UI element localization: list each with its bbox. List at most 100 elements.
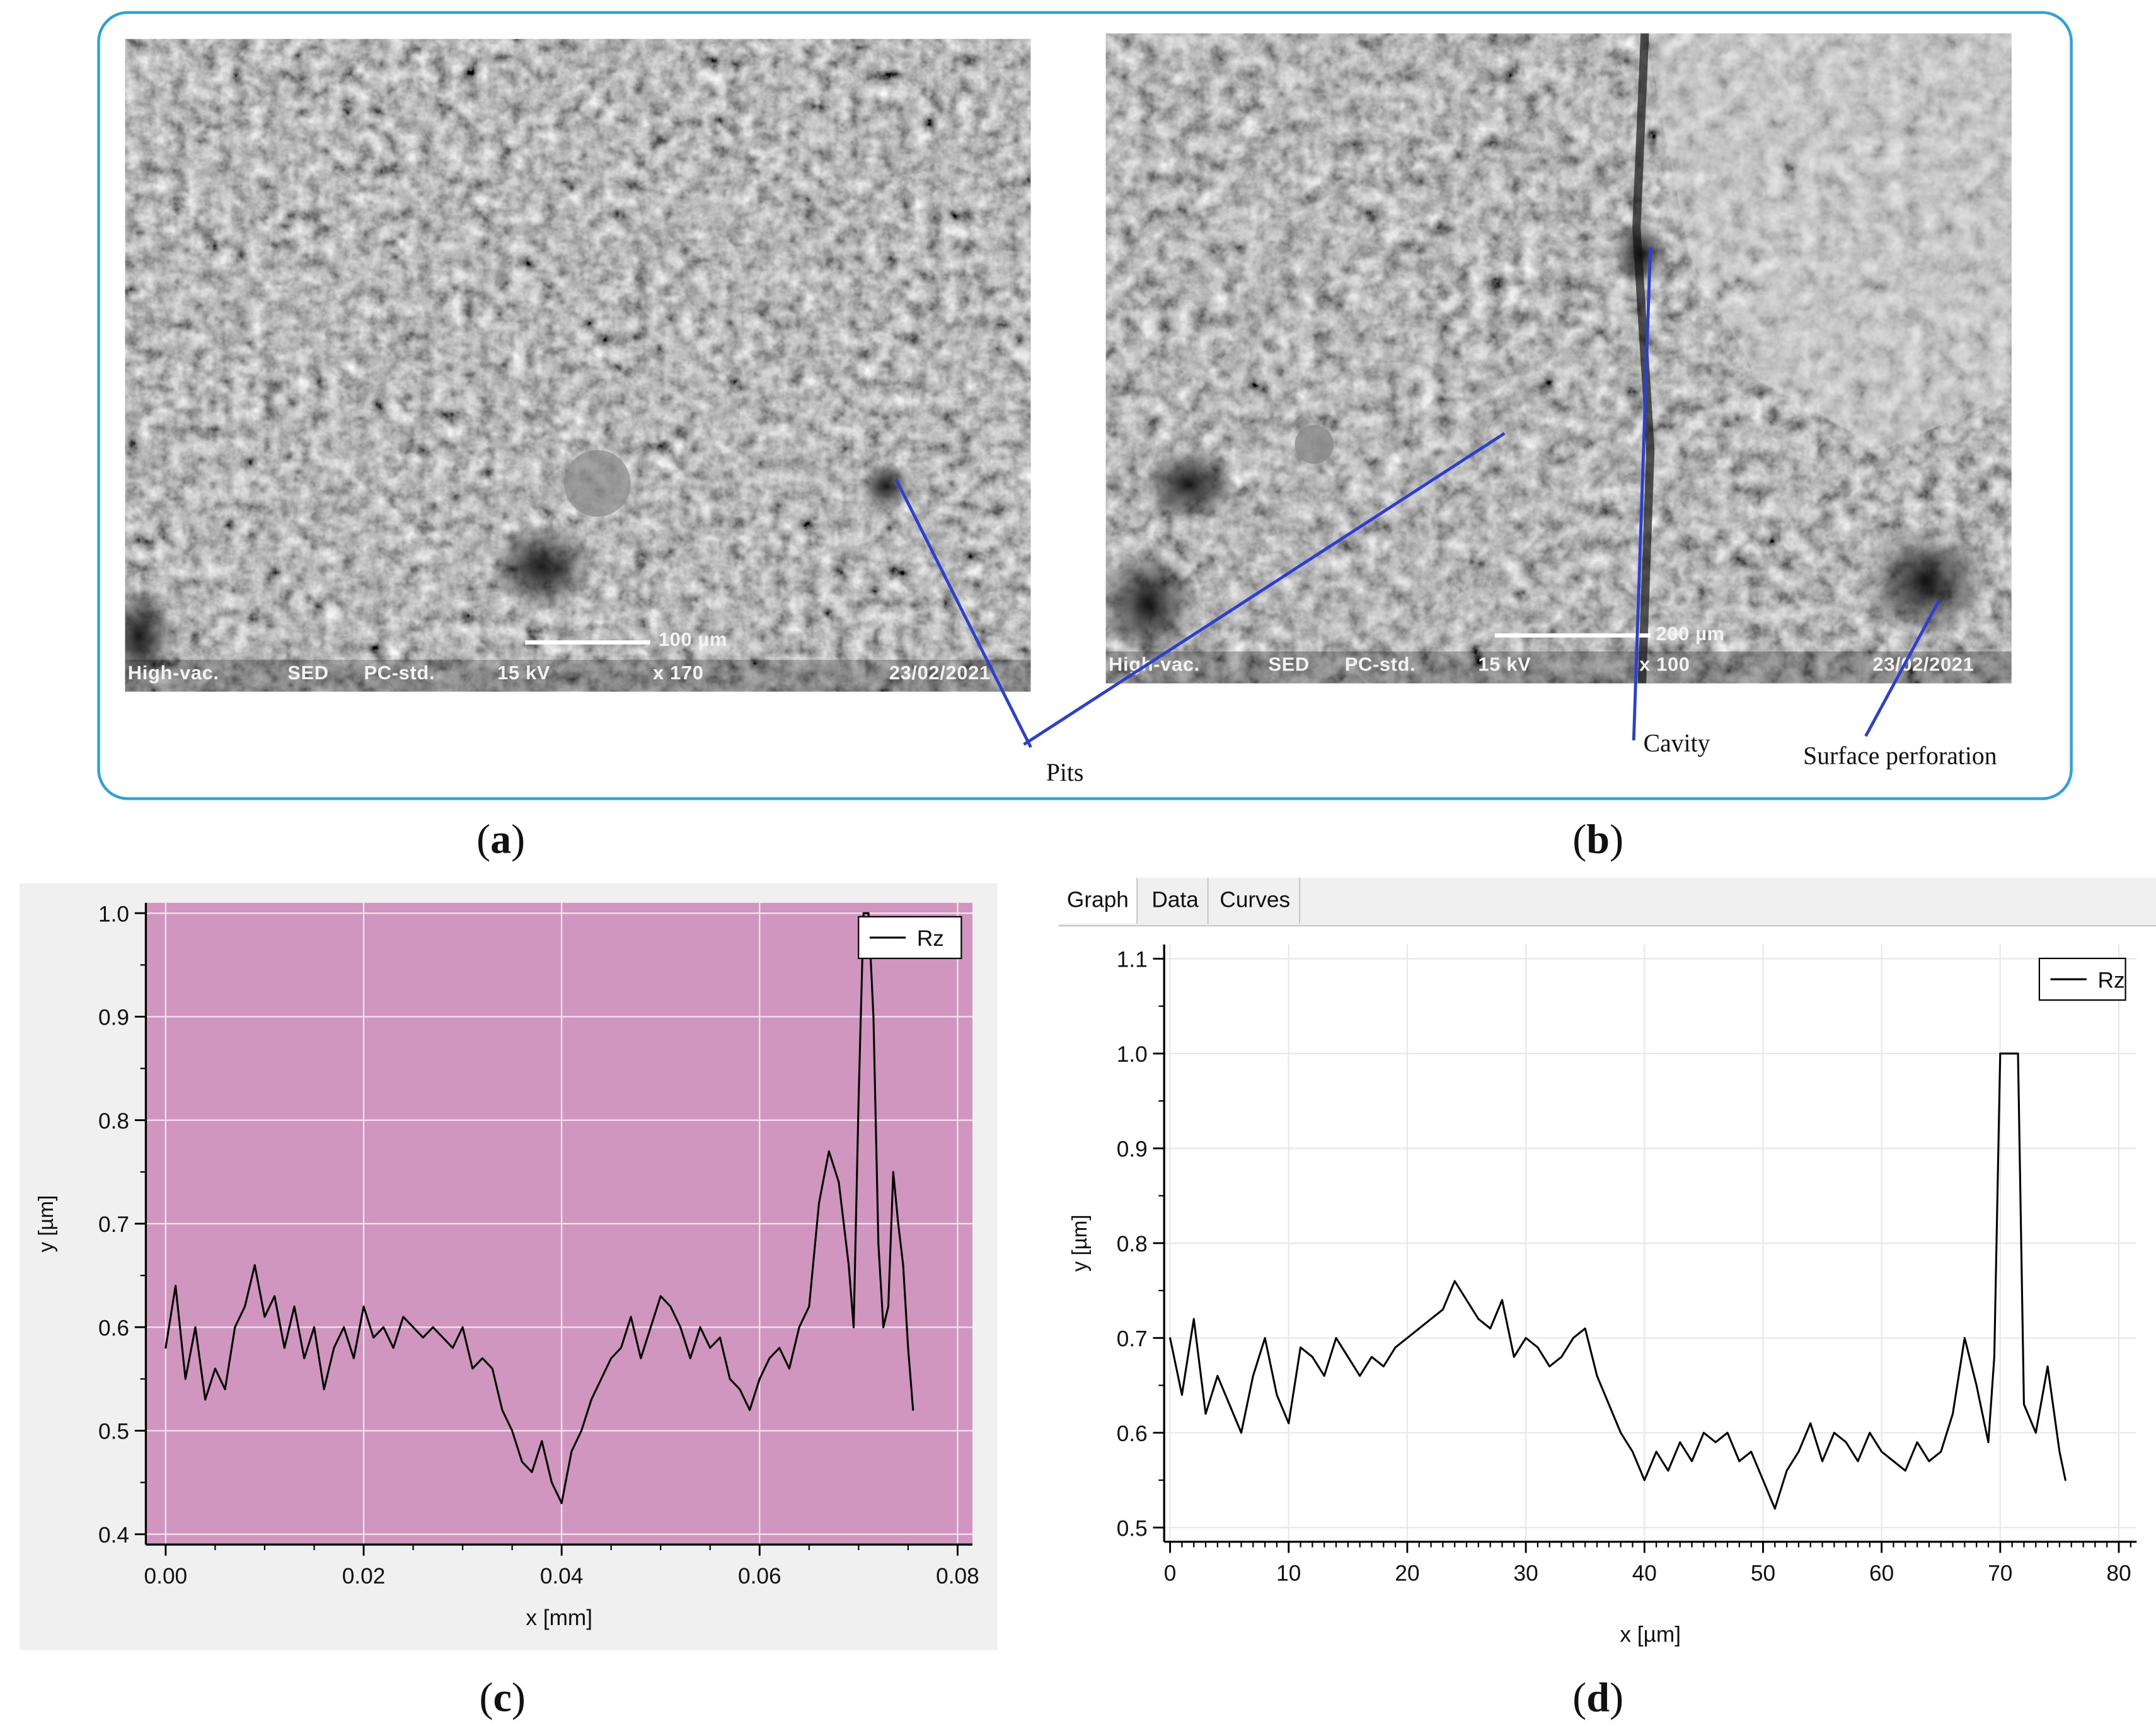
databar-magnification-a: x 170: [653, 661, 704, 684]
x-tick-label-d-1: 10: [1276, 1561, 1301, 1585]
callout-line-pit-b: [1023, 432, 1506, 746]
sem-texture-b: [1105, 33, 2012, 684]
data-point-c-75: [877, 1243, 880, 1246]
x-tick-label-d-6: 60: [1869, 1561, 1894, 1585]
tab-curves[interactable]: Curves: [1211, 878, 1300, 924]
data-point-c-31: [471, 1367, 474, 1370]
data-point-d-53: [1797, 1451, 1800, 1453]
data-point-c-12: [284, 1347, 285, 1349]
data-point-c-37: [531, 1471, 533, 1473]
callout-lines: [894, 247, 1941, 749]
data-point-c-28: [442, 1336, 444, 1338]
data-point-d-66: [1952, 1413, 1954, 1415]
databar-probe-a: PC-std.: [364, 661, 435, 684]
data-point-d-23: [1442, 1308, 1444, 1311]
x-tick-label-c-0: 0.00: [144, 1564, 188, 1589]
y-tick-label-c-2: 0.6: [98, 1316, 129, 1340]
data-point-d-35: [1584, 1327, 1586, 1330]
data-point-d-36: [1596, 1375, 1598, 1377]
data-point-c-29: [452, 1347, 454, 1349]
x-tick-label-c-4: 0.08: [936, 1564, 979, 1589]
sem-image-b: 200 µm High-vac. SED PC-std. 15 kV x 100…: [1105, 33, 2012, 684]
data-point-c-52: [679, 1326, 681, 1328]
databar-mode-a: High-vac.: [127, 661, 219, 684]
data-point-c-80: [902, 1264, 904, 1267]
data-point-d-58: [1857, 1460, 1859, 1463]
data-point-d-17: [1371, 1356, 1373, 1358]
data-point-c-7: [234, 1326, 236, 1328]
data-point-c-41: [570, 1451, 573, 1452]
data-point-d-34: [1572, 1336, 1574, 1339]
data-point-d-20: [1406, 1336, 1409, 1339]
tab-graph[interactable]: Graph: [1058, 878, 1139, 924]
panel-label-b: (b): [1572, 817, 1624, 863]
data-point-c-51: [669, 1306, 672, 1308]
data-point-d-14: [1335, 1336, 1337, 1339]
panel-label-c: (c): [479, 1675, 526, 1722]
data-point-d-31: [1536, 1347, 1539, 1348]
data-point-c-48: [640, 1357, 642, 1359]
tab-data[interactable]: Data: [1143, 878, 1209, 924]
scale-bar-label-a: 100 µm: [658, 628, 728, 650]
callout-pits: Pits: [1046, 758, 1084, 786]
data-point-d-71: [1999, 1052, 2002, 1055]
x-tick-label-c-2: 0.04: [540, 1564, 584, 1589]
data-point-c-25: [412, 1326, 414, 1328]
data-point-c-9: [253, 1264, 256, 1267]
data-point-c-69: [848, 1264, 850, 1267]
data-point-d-79: [2064, 1479, 2067, 1481]
data-point-d-21: [1418, 1327, 1421, 1330]
callout-line-perforation: [1864, 599, 1941, 737]
data-point-c-16: [323, 1388, 325, 1391]
databar-voltage-b: 15 kV: [1478, 653, 1531, 675]
data-point-d-74: [2017, 1052, 2019, 1055]
data-point-c-4: [204, 1398, 207, 1401]
data-point-c-0: [164, 1347, 167, 1349]
data-point-d-29: [1513, 1356, 1515, 1358]
data-point-d-72: [2005, 1052, 2007, 1055]
data-point-d-61: [1893, 1460, 1894, 1463]
data-point-c-1: [175, 1285, 176, 1287]
data-point-d-24: [1453, 1280, 1456, 1282]
callout-cavity: Cavity: [1643, 729, 1710, 757]
y-tick-label-c-5: 0.9: [98, 1006, 129, 1030]
y-tick-label-d-0: 0.5: [1117, 1516, 1148, 1541]
data-point-c-34: [501, 1409, 504, 1411]
panel-label-d: (d): [1572, 1675, 1624, 1722]
data-point-c-58: [739, 1388, 741, 1391]
data-point-c-10: [263, 1316, 266, 1318]
chart-d-tabbar: [1058, 878, 2156, 927]
x-tick-label-d-0: 0: [1164, 1561, 1177, 1585]
data-point-d-49: [1750, 1451, 1752, 1453]
data-point-d-67: [1964, 1336, 1966, 1339]
y-tick-label-d-6: 1.1: [1117, 948, 1148, 972]
data-point-d-64: [1928, 1460, 1930, 1463]
data-point-c-36: [521, 1461, 523, 1463]
data-point-c-38: [541, 1440, 543, 1442]
data-point-c-6: [224, 1388, 226, 1391]
data-point-d-50: [1762, 1479, 1764, 1481]
sem-panel-frame: [97, 11, 2073, 800]
x-tick-label-d-2: 20: [1395, 1561, 1419, 1585]
data-point-d-73: [2011, 1052, 2013, 1055]
x-tick-label-d-7: 70: [1988, 1561, 2012, 1585]
data-point-d-69: [1987, 1441, 1990, 1444]
data-point-c-66: [818, 1202, 820, 1204]
data-point-c-70: [853, 1326, 855, 1328]
data-point-d-75: [2023, 1403, 2025, 1405]
data-point-c-71: [858, 1098, 860, 1101]
data-point-d-55: [1821, 1460, 1823, 1463]
data-point-d-10: [1288, 1422, 1290, 1425]
data-point-c-57: [729, 1378, 731, 1380]
data-point-c-73: [867, 912, 870, 914]
data-point-d-19: [1394, 1347, 1397, 1348]
data-point-c-60: [758, 1378, 761, 1380]
data-point-c-46: [620, 1347, 622, 1349]
data-point-d-11: [1300, 1347, 1301, 1348]
x-tick-label-c-3: 0.06: [738, 1564, 781, 1589]
data-point-c-81: [907, 1347, 909, 1349]
data-point-d-42: [1667, 1469, 1669, 1472]
data-point-d-12: [1311, 1356, 1313, 1358]
data-point-d-3: [1204, 1413, 1207, 1415]
data-point-d-41: [1655, 1451, 1657, 1453]
